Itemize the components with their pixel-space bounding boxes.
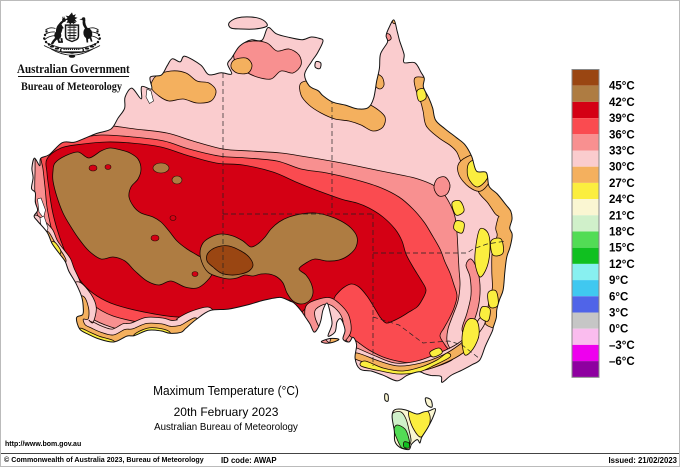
svg-text:21°C: 21°C <box>609 210 635 222</box>
svg-text:9°C: 9°C <box>609 275 628 287</box>
svg-text:42°C: 42°C <box>609 97 635 109</box>
svg-text:3°C: 3°C <box>609 308 628 320</box>
svg-text:36°C: 36°C <box>609 129 635 141</box>
svg-text:15°C: 15°C <box>609 243 635 255</box>
svg-text:18°C: 18°C <box>609 227 635 239</box>
svg-text:30°C: 30°C <box>609 162 635 174</box>
svg-text:–6°C: –6°C <box>609 356 635 368</box>
svg-text:12°C: 12°C <box>609 259 635 271</box>
svg-text:24°C: 24°C <box>609 194 635 206</box>
svg-text:33°C: 33°C <box>609 146 635 158</box>
svg-text:45°C: 45°C <box>609 81 635 93</box>
svg-text:6°C: 6°C <box>609 291 628 303</box>
svg-text:0°C: 0°C <box>609 324 628 336</box>
svg-text:–3°C: –3°C <box>609 340 635 352</box>
svg-text:27°C: 27°C <box>609 178 635 190</box>
svg-text:39°C: 39°C <box>609 113 635 125</box>
